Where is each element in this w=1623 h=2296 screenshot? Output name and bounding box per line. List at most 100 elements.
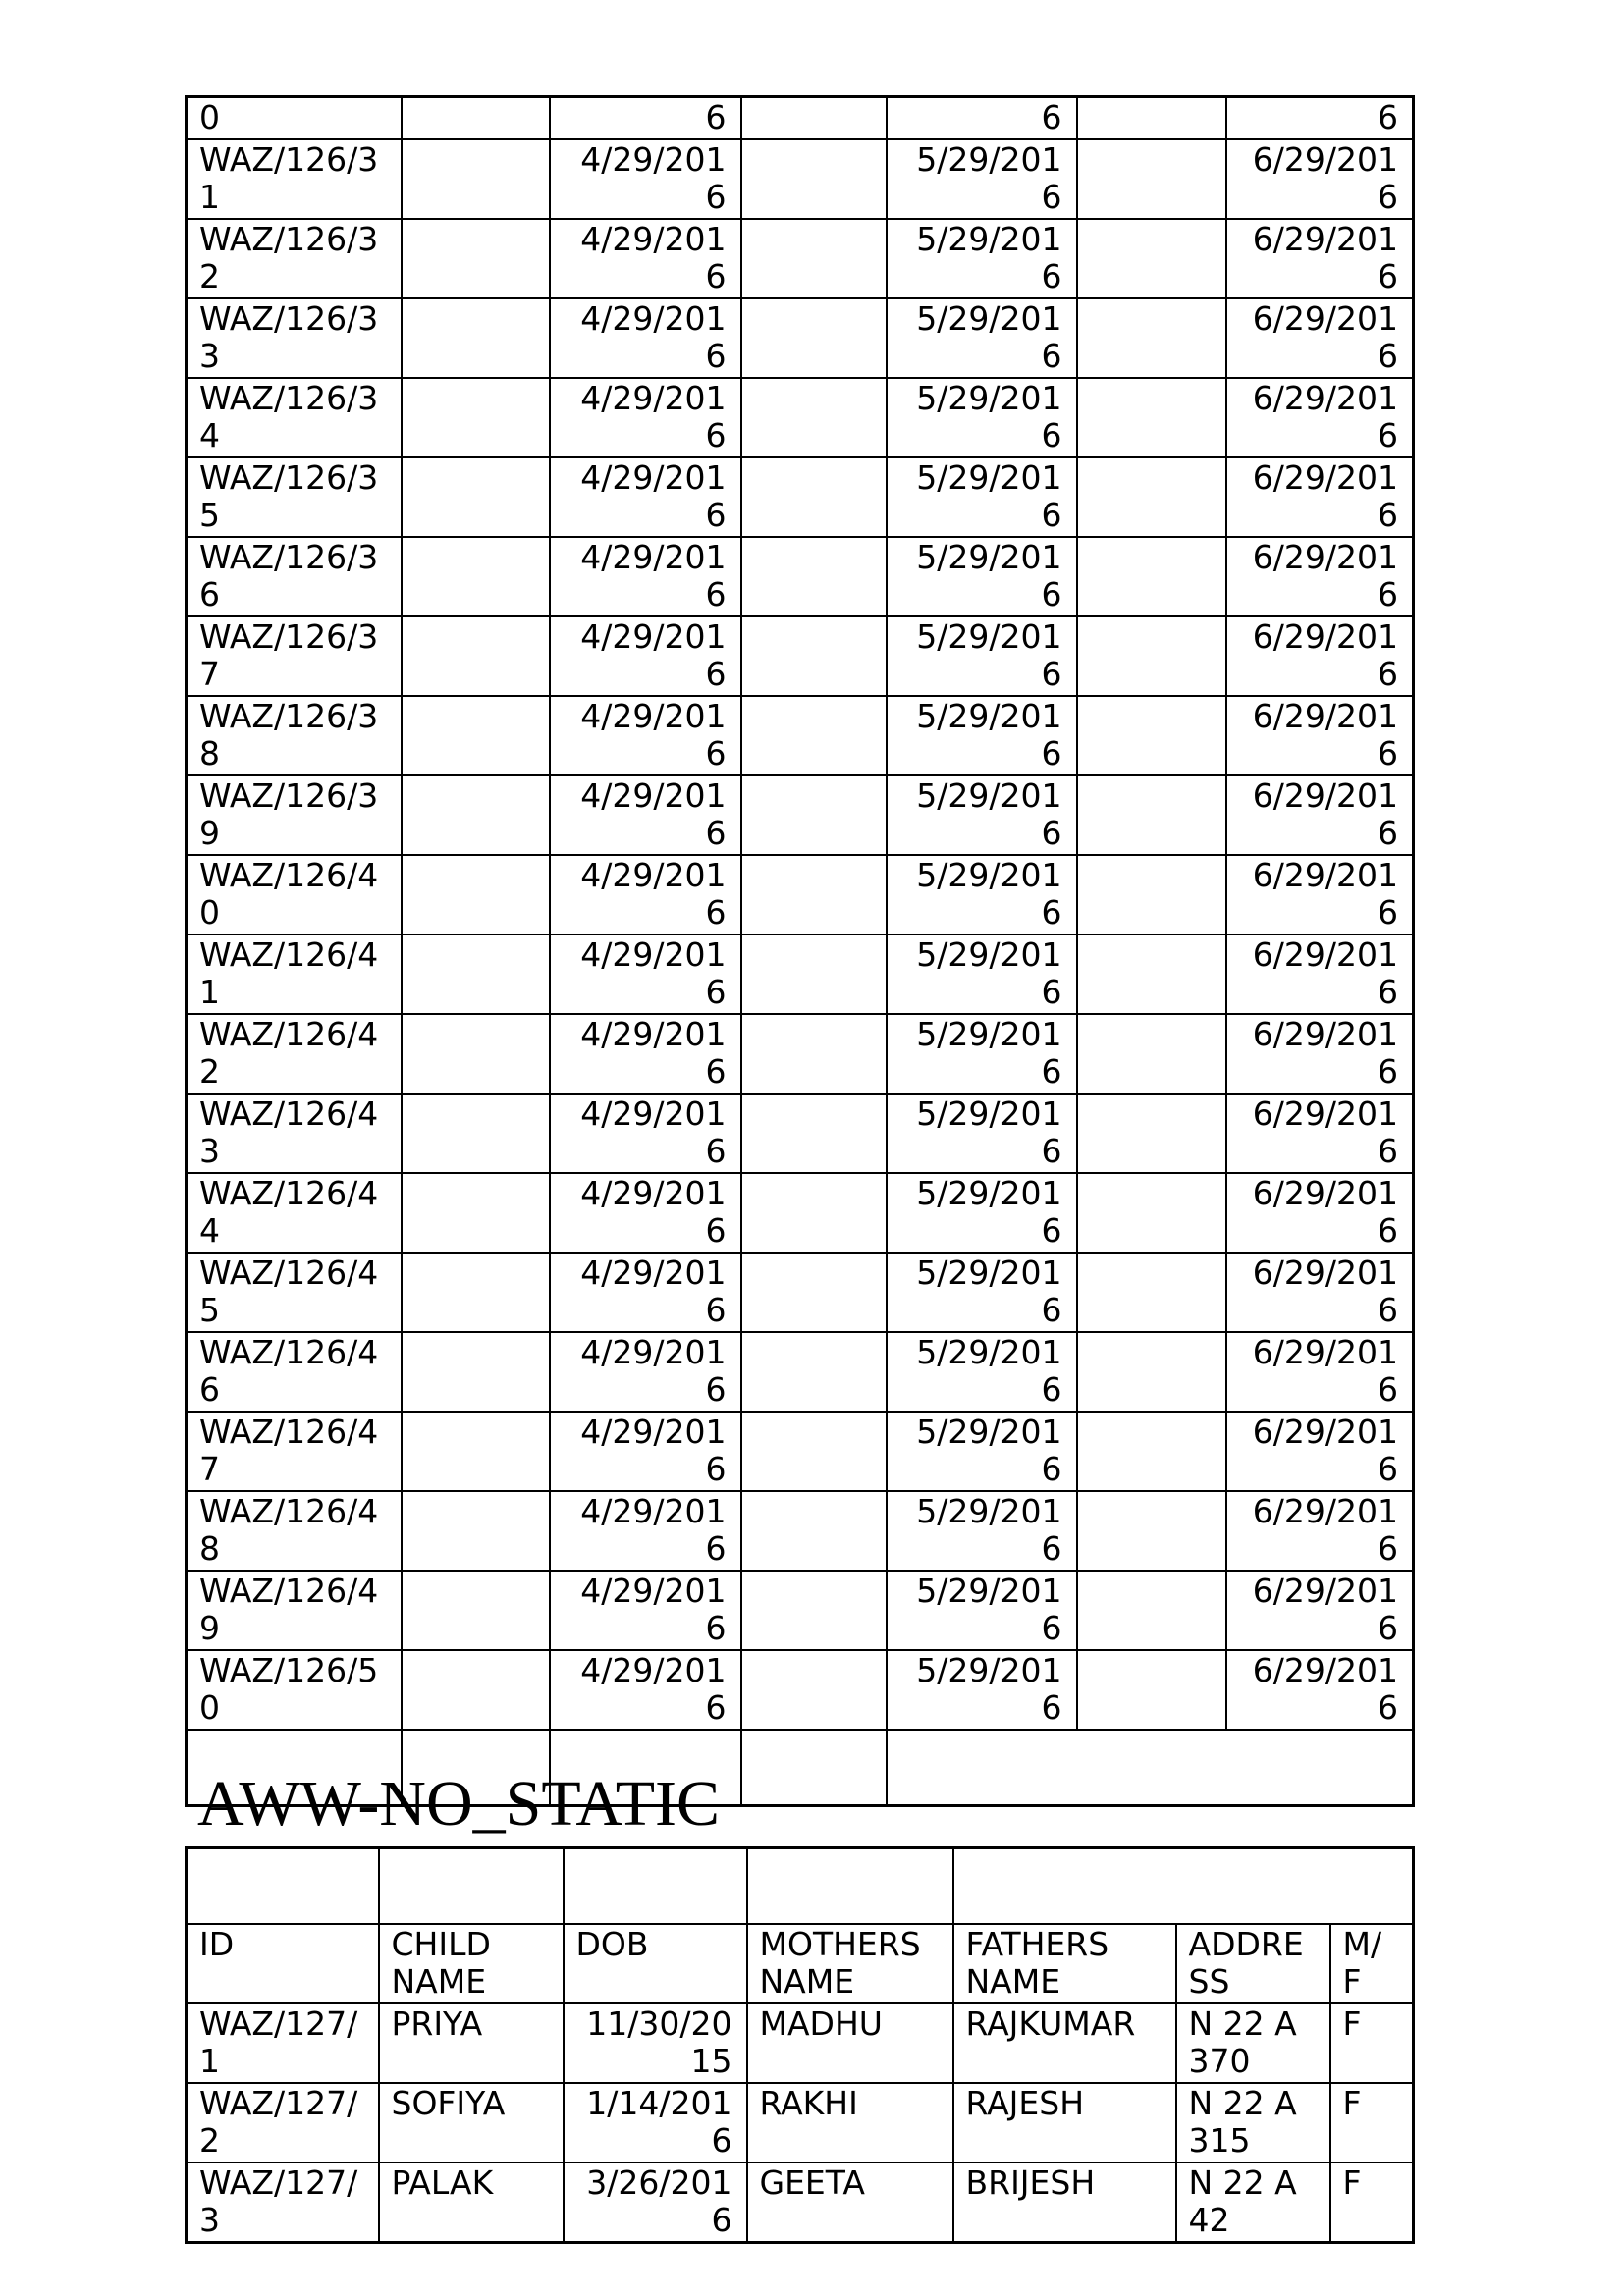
- empty-merged-cell: [951, 1846, 1415, 1925]
- date-may-cell: 5/29/201 6: [885, 377, 1078, 458]
- column-header-address: ADDRE SS: [1174, 1923, 1331, 2004]
- spacer-cell: [1075, 934, 1227, 1015]
- table-row: WAZ/126/4 8 4/29/201 6 5/29/201 6 6/29/2…: [185, 1490, 1415, 1572]
- record-id-cell: WAZ/126/4 6: [185, 1331, 403, 1413]
- mother-name-cell: GEETA: [745, 2162, 954, 2244]
- column-header-mf: M/ F: [1328, 1923, 1415, 2004]
- spacer-cell: [1075, 1411, 1227, 1492]
- spacer-cell: [739, 297, 888, 379]
- column-header-mothers-name: MOTHERS NAME: [745, 1923, 954, 2004]
- table-row: WAZ/126/3 6 4/29/201 6 5/29/201 6 6/29/2…: [185, 536, 1415, 617]
- date-april-cell: 4/29/201 6: [548, 536, 742, 617]
- record-id-cell: WAZ/126/3 7: [185, 615, 403, 697]
- dob-cell: 11/30/20 15: [562, 2002, 748, 2084]
- attendance-dates-table: 0 6 6 6 WAZ/126/3 1 4/29/201 6 5/29/201 …: [185, 95, 1415, 1807]
- spacer-cell: [1075, 297, 1227, 379]
- date-april-cell: 4/29/201 6: [548, 1649, 742, 1731]
- date-may-cell: 5/29/201 6: [885, 297, 1078, 379]
- spacer-cell: [400, 1331, 551, 1413]
- gender-cell: F: [1328, 2162, 1415, 2244]
- aww-static-records-table: ID CHILD NAME DOB MOTHERS NAME FATHERS N…: [185, 1846, 1415, 2244]
- date-may-cell: 5/29/201 6: [885, 1649, 1078, 1731]
- record-id-cell: WAZ/126/4 4: [185, 1172, 403, 1254]
- carryover-section: 0 6 6 6: [185, 95, 1415, 140]
- address-cell: N 22 A 370: [1174, 2002, 1331, 2084]
- gender-cell: F: [1328, 2002, 1415, 2084]
- spacer-cell: [400, 218, 551, 299]
- date-may-cell: 6: [885, 95, 1078, 140]
- spacer-cell: [400, 934, 551, 1015]
- date-may-cell: 5/29/201 6: [885, 1331, 1078, 1413]
- date-april-cell: 4/29/201 6: [548, 774, 742, 856]
- table-row: WAZ/126/3 7 4/29/201 6 5/29/201 6 6/29/2…: [185, 615, 1415, 697]
- spacer-cell: [1075, 1490, 1227, 1572]
- spacer-cell: [739, 854, 888, 935]
- spacer-cell: [1075, 1331, 1227, 1413]
- spacer-cell: [1075, 1093, 1227, 1174]
- child-name-cell: PALAK: [377, 2162, 565, 2244]
- date-april-cell: 4/29/201 6: [548, 1093, 742, 1174]
- table-row: WAZ/126/5 0 4/29/201 6 5/29/201 6 6/29/2…: [185, 1649, 1415, 1731]
- mother-name-cell: MADHU: [745, 2002, 954, 2084]
- date-may-cell: 5/29/201 6: [885, 1411, 1078, 1492]
- date-may-cell: 5/29/201 6: [885, 138, 1078, 220]
- child-name-cell: SOFIYA: [377, 2082, 565, 2163]
- table-row: WAZ/126/4 5 4/29/201 6 5/29/201 6 6/29/2…: [185, 1252, 1415, 1333]
- date-june-cell: 6/29/201 6: [1224, 1570, 1415, 1651]
- date-june-cell: 6/29/201 6: [1224, 297, 1415, 379]
- date-april-cell: 4/29/201 6: [548, 218, 742, 299]
- date-june-cell: 6/29/201 6: [1224, 1013, 1415, 1095]
- date-june-cell: 6/29/201 6: [1224, 536, 1415, 617]
- spacer-cell: [1075, 95, 1227, 140]
- record-id-cell: WAZ/126/4 0: [185, 854, 403, 935]
- date-may-cell: 5/29/201 6: [885, 1093, 1078, 1174]
- date-june-cell: 6/29/201 6: [1224, 1093, 1415, 1174]
- date-may-cell: 5/29/201 6: [885, 854, 1078, 935]
- father-name-cell: BRIJESH: [951, 2162, 1177, 2244]
- date-april-cell: 4/29/201 6: [548, 1172, 742, 1254]
- spacer-cell: [739, 774, 888, 856]
- spacer-cell: [1075, 456, 1227, 538]
- date-june-cell: 6/29/201 6: [1224, 934, 1415, 1015]
- date-april-cell: 4/29/201 6: [548, 1570, 742, 1651]
- leading-empty-section: ID CHILD NAME DOB MOTHERS NAME FATHERS N…: [185, 1846, 1415, 2004]
- empty-cell: [377, 1846, 565, 1925]
- table-row: WAZ/127/ 3 PALAK 3/26/201 6 GEETA BRIJES…: [185, 2162, 1415, 2244]
- spacer-cell: [1075, 1172, 1227, 1254]
- date-june-cell: 6: [1224, 95, 1415, 140]
- spacer-cell: [739, 95, 888, 140]
- date-may-cell: 5/29/201 6: [885, 934, 1078, 1015]
- empty-cell: [548, 1729, 742, 1807]
- section-title: AWW-NO_STATIC: [197, 1768, 721, 1840]
- record-id-cell: WAZ/126/4 3: [185, 1093, 403, 1174]
- date-april-cell: 4/29/201 6: [548, 615, 742, 697]
- spacer-cell: [400, 695, 551, 776]
- spacer-cell: [739, 1490, 888, 1572]
- spacer-cell: [400, 297, 551, 379]
- spacer-cell: [400, 1093, 551, 1174]
- date-june-cell: 6/29/201 6: [1224, 377, 1415, 458]
- spacer-cell: [739, 934, 888, 1015]
- date-april-cell: 4/29/201 6: [548, 934, 742, 1015]
- empty-cell: [400, 1729, 551, 1807]
- column-header-id: ID: [185, 1923, 380, 2004]
- date-may-cell: 5/29/201 6: [885, 218, 1078, 299]
- mother-name-cell: RAKHI: [745, 2082, 954, 2163]
- spacer-cell: [1075, 774, 1227, 856]
- date-april-cell: 4/29/201 6: [548, 1331, 742, 1413]
- date-may-cell: 5/29/201 6: [885, 774, 1078, 856]
- date-may-cell: 5/29/201 6: [885, 1252, 1078, 1333]
- spacer-cell: [400, 1411, 551, 1492]
- spacer-cell: [1075, 695, 1227, 776]
- spacer-cell: [1075, 1570, 1227, 1651]
- table-row: WAZ/126/4 1 4/29/201 6 5/29/201 6 6/29/2…: [185, 934, 1415, 1015]
- spacer-cell: [1075, 1649, 1227, 1731]
- date-may-cell: 5/29/201 6: [885, 536, 1078, 617]
- spacer-cell: [400, 1172, 551, 1254]
- date-april-cell: 4/29/201 6: [548, 456, 742, 538]
- table-row: WAZ/126/3 1 4/29/201 6 5/29/201 6 6/29/2…: [185, 138, 1415, 220]
- spacer-cell: [400, 1649, 551, 1731]
- record-id-cell: WAZ/126/5 0: [185, 1649, 403, 1731]
- record-id-cell: WAZ/126/3 6: [185, 536, 403, 617]
- date-april-cell: 4/29/201 6: [548, 377, 742, 458]
